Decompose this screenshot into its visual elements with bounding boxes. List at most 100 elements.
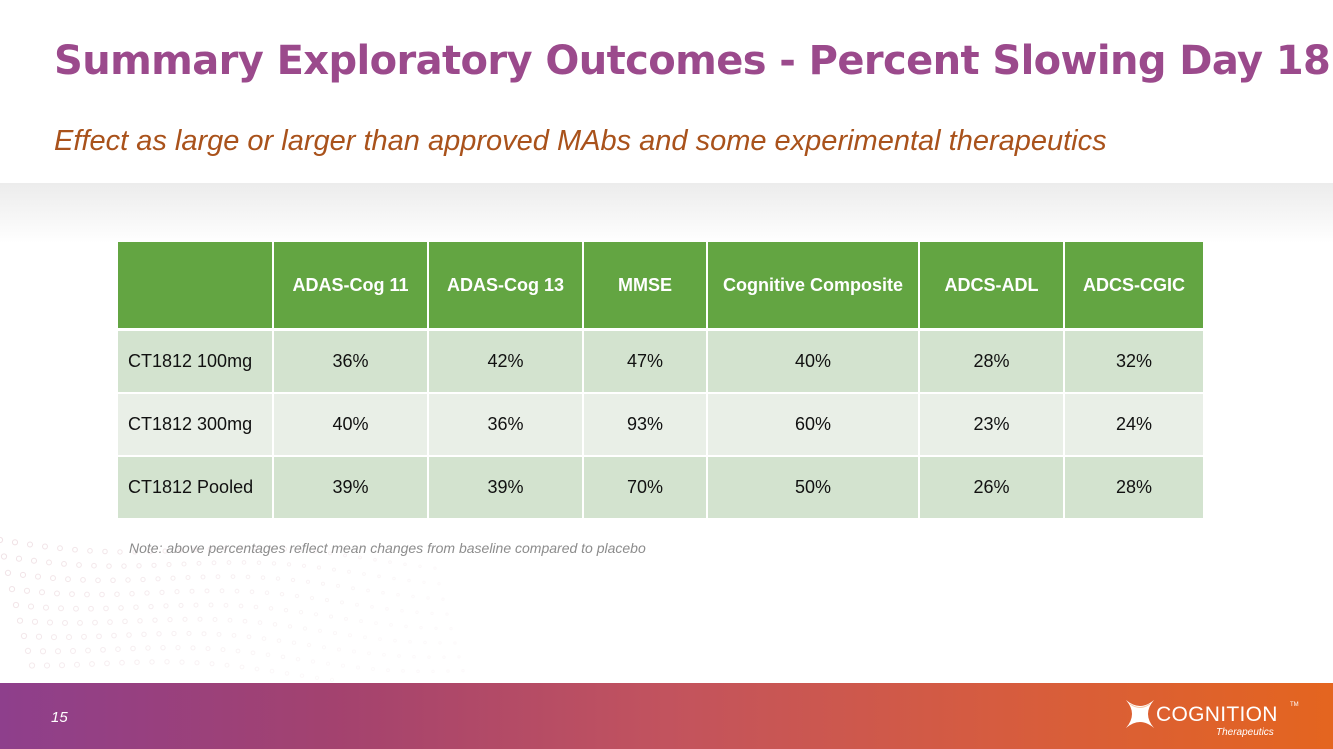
- decorative-dot: [59, 662, 65, 669]
- table-row: CT1812 Pooled 39% 39% 70% 50% 26% 28%: [118, 456, 1203, 518]
- decorative-dot: [442, 655, 446, 659]
- slide-title: Summary Exploratory Outcomes - Percent S…: [54, 38, 1333, 84]
- decorative-dot: [163, 603, 169, 609]
- decorative-dot: [223, 602, 229, 608]
- decorative-dot: [31, 557, 37, 564]
- table-row: CT1812 100mg 36% 42% 47% 40% 28% 32%: [118, 329, 1203, 394]
- decorative-dot: [373, 557, 377, 562]
- decorative-dot: [130, 645, 136, 652]
- decorative-dot: [332, 567, 336, 572]
- decorative-dot: [186, 630, 192, 636]
- table-cell: 24%: [1064, 393, 1203, 457]
- decorative-dot: [385, 607, 389, 611]
- decorative-dot: [269, 668, 275, 674]
- decorative-dot: [253, 604, 259, 610]
- decorative-dot: [8, 586, 16, 593]
- decorative-dot: [115, 646, 121, 652]
- decorative-dot: [324, 598, 330, 603]
- decorative-dot: [140, 576, 146, 583]
- decorative-dot: [321, 645, 327, 650]
- decorative-dot: [111, 632, 117, 639]
- decorative-dot: [103, 605, 109, 612]
- decorative-dot: [347, 569, 351, 574]
- decorative-dot: [317, 628, 323, 633]
- table-cell: 36%: [428, 393, 584, 457]
- decorative-dot: [328, 614, 334, 619]
- decorative-dot: [209, 661, 215, 667]
- decorative-dot: [151, 562, 157, 568]
- decorative-dot: [356, 665, 360, 670]
- decorative-dot: [133, 604, 139, 610]
- decorative-dot: [156, 631, 162, 637]
- decorative-dot: [159, 589, 165, 596]
- decorative-dot: [58, 605, 64, 612]
- decorative-dot: [204, 588, 210, 594]
- header-shadow-band: [0, 183, 1333, 243]
- decorative-dot: [39, 589, 45, 596]
- decorative-dot: [261, 636, 267, 641]
- decorative-dot: [136, 563, 142, 569]
- decorative-dot: [15, 555, 23, 562]
- slide-subtitle: Effect as large or larger than approved …: [54, 125, 1107, 157]
- decorative-dot: [61, 561, 67, 567]
- decorative-dot: [329, 677, 335, 682]
- decorative-dot: [359, 619, 363, 624]
- decorative-dot: [355, 602, 359, 607]
- decorative-dot: [164, 659, 170, 665]
- decorative-dot: [121, 563, 127, 569]
- table-cell: 40%: [273, 393, 429, 457]
- decorative-dot: [0, 553, 8, 560]
- decorative-dot: [35, 633, 43, 640]
- logo-trademark: TM: [1290, 702, 1299, 708]
- decorative-dot: [137, 618, 143, 624]
- decorative-dot: [358, 555, 362, 560]
- decorative-dot: [267, 546, 273, 551]
- cognition-x-logo-icon: [1126, 700, 1154, 728]
- decorative-dot: [47, 619, 53, 626]
- decorative-dot: [431, 669, 435, 674]
- decorative-dot: [66, 634, 72, 641]
- decorative-dot: [177, 547, 183, 553]
- decorative-dot: [54, 590, 60, 597]
- decorative-dot: [401, 669, 405, 673]
- decorative-dot: [175, 645, 181, 651]
- decorative-dot: [457, 655, 461, 659]
- decorative-dot: [192, 547, 198, 553]
- decorative-dot: [434, 626, 438, 631]
- decorative-dot: [239, 664, 245, 670]
- decorative-dot: [149, 659, 155, 665]
- decorative-dot: [73, 605, 79, 612]
- decorative-dot: [226, 560, 232, 565]
- decorative-dot: [260, 575, 266, 580]
- decorative-dot: [72, 546, 78, 553]
- decorative-dot: [294, 593, 300, 599]
- decorative-dot: [174, 589, 180, 595]
- table-footnote: Note: above percentages reflect mean cha…: [129, 540, 646, 556]
- decorative-dot: [257, 620, 263, 625]
- decorative-dot: [39, 648, 47, 655]
- decorative-dot: [28, 662, 36, 669]
- decorative-dot: [114, 591, 120, 597]
- decorative-dot: [76, 562, 82, 568]
- decorative-dot: [50, 575, 56, 582]
- decorative-dot: [194, 660, 200, 666]
- decorative-dot: [336, 647, 342, 652]
- row-label: CT1812 300mg: [118, 393, 274, 457]
- decorative-dot: [182, 616, 188, 622]
- decorative-dot: [412, 654, 416, 659]
- table-cell: 50%: [707, 456, 920, 518]
- header-cell-empty: [118, 242, 274, 331]
- decorative-dot: [43, 604, 49, 611]
- decorative-dot: [352, 649, 356, 654]
- decorative-dot: [351, 586, 355, 591]
- decorative-dot: [92, 619, 98, 626]
- decorative-dot: [110, 577, 116, 584]
- decorative-dot: [393, 638, 397, 643]
- decorative-dot: [297, 548, 303, 553]
- table-cell: 39%: [273, 456, 429, 518]
- table-cell: 40%: [707, 329, 920, 394]
- decorative-dot: [27, 541, 33, 548]
- decorative-dot: [224, 662, 230, 668]
- decorative-dot: [371, 667, 375, 671]
- decorative-dot: [126, 632, 132, 638]
